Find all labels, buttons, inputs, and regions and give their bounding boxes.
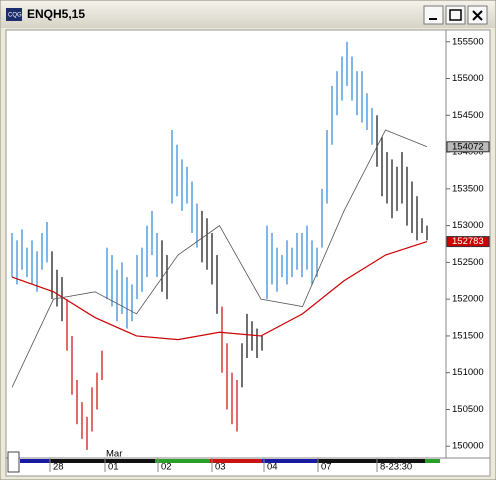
title-bar [1, 1, 495, 28]
x-tick-label: 28 [53, 462, 64, 473]
last-value-box [446, 141, 490, 153]
y-tick-label: 153500 [452, 183, 484, 194]
x-tick-label: 03 [215, 462, 226, 473]
scroll-box[interactable] [7, 451, 20, 473]
chart-area [5, 29, 491, 477]
last-value-label: 154072 [452, 141, 484, 152]
y-tick-label: 151000 [452, 367, 484, 378]
x-group-label: Mar [106, 449, 122, 460]
x-tick-label: 01 [108, 462, 119, 473]
y-tick-label: 150500 [452, 404, 484, 415]
close-button[interactable] [467, 5, 488, 25]
x-tick-label: 07 [321, 462, 332, 473]
last-value-label: 152783 [452, 236, 484, 247]
minimize-button[interactable] [423, 5, 444, 25]
app-icon-text: CQG [8, 13, 22, 19]
last-value-box [446, 236, 490, 248]
x-tick-label: 8-23:30 [380, 462, 412, 473]
y-tick-label: 152000 [452, 294, 484, 305]
y-tick-label: 152500 [452, 257, 484, 268]
y-tick-label: 154500 [452, 110, 484, 121]
window-title: ENQH5,15 [27, 7, 85, 21]
moving-average [11, 129, 428, 388]
y-tick-label: 155500 [452, 36, 484, 47]
app-icon [6, 8, 22, 21]
time-strip [20, 459, 440, 463]
y-tick-label: 151500 [452, 330, 484, 341]
x-tick-label: 04 [267, 462, 278, 473]
y-tick-label: 150000 [452, 441, 484, 452]
y-tick-label: 155000 [452, 73, 484, 84]
y-tick-label: 153000 [452, 220, 484, 231]
x-tick-label: 02 [161, 462, 172, 473]
moving-average [11, 241, 428, 341]
maximize-button[interactable] [445, 5, 466, 25]
